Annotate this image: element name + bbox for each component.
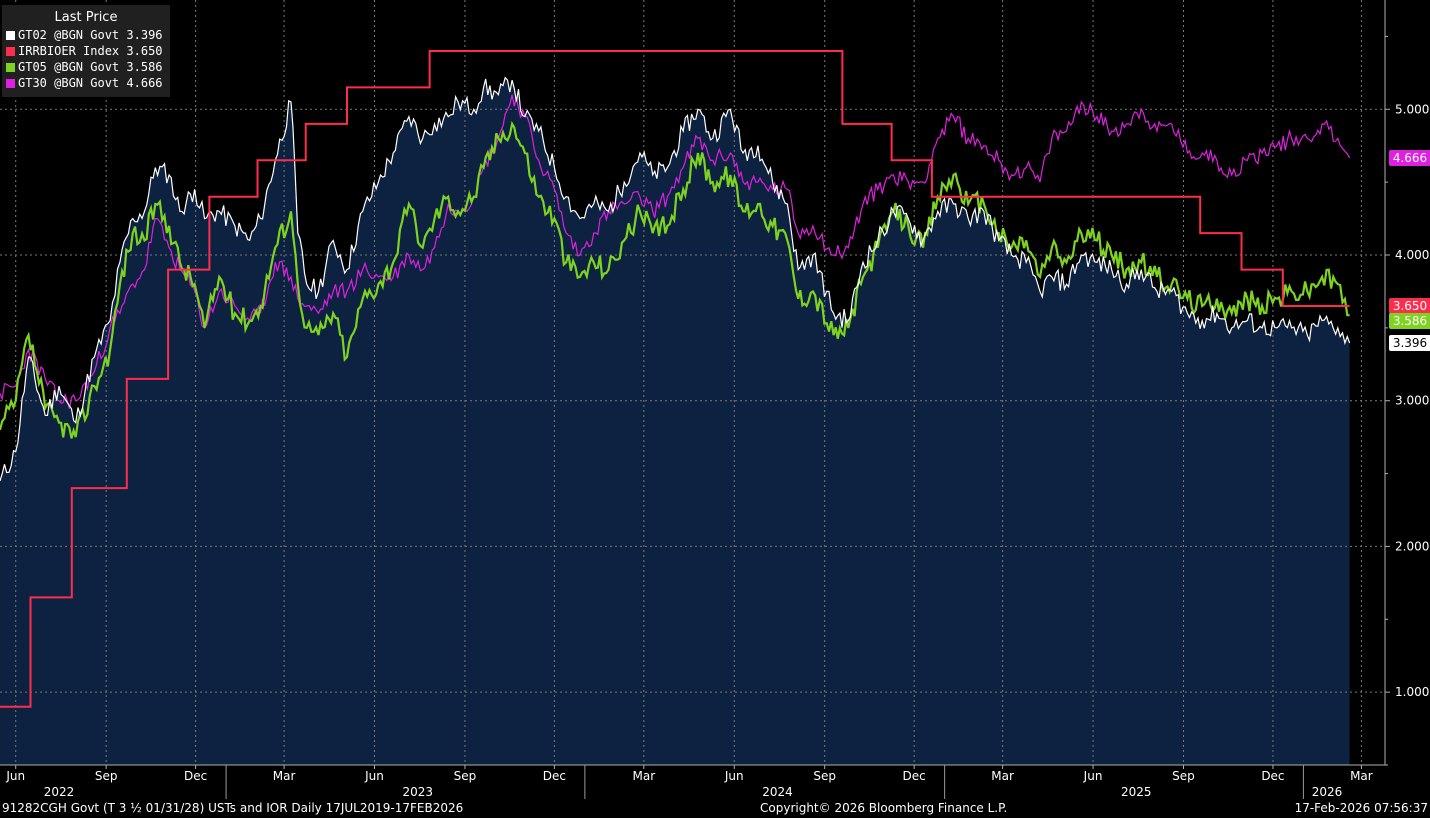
x-tick-label-6: Dec (543, 769, 566, 783)
x-tick-label-11: Mar (991, 769, 1014, 783)
x-tick-label-9: Sep (813, 769, 836, 783)
last-price-tag-label-1: 3.650 (1393, 299, 1427, 313)
x-tick-label-12: Jun (1083, 769, 1103, 783)
year-label-2: 2024 (762, 785, 793, 799)
legend-entry-irrbioer: IRRBIOER Index 3.650 (6, 43, 163, 59)
legend-entry-gt30: GT30 @BGN Govt 4.666 (6, 75, 163, 91)
y-tick-label-1: 2.000 (1395, 539, 1429, 553)
last-price-tag-3 (1389, 335, 1430, 352)
x-tick-label-7: Mar (633, 769, 656, 783)
legend-value-gt02: 3.396 (126, 28, 163, 42)
legend-swatch-gt30 (6, 79, 15, 88)
last-price-tag-1 (1389, 298, 1430, 314)
legend-label-gt30: GT30 @BGN Govt (18, 76, 120, 90)
gt02-area-fill (0, 77, 1350, 765)
last-price-tag-label-0: 4.666 (1393, 151, 1427, 165)
last-price-tag-label-3: 3.396 (1393, 336, 1427, 350)
legend-swatch-irrbioer (6, 47, 15, 56)
x-tick-label-2: Dec (184, 769, 207, 783)
gt02-line (0, 76, 1351, 482)
x-tick-label-3: Mar (273, 769, 296, 783)
year-label-3: 2025 (1121, 785, 1152, 799)
legend-value-gt30: 4.666 (126, 76, 163, 90)
year-label-4: 2026 (1312, 785, 1343, 799)
last-price-tag-2 (1389, 313, 1430, 329)
legend-entry-gt05: GT05 @BGN Govt 3.586 (6, 59, 163, 75)
legend-label-gt05: GT05 @BGN Govt (18, 60, 120, 74)
x-tick-label-10: Dec (903, 769, 926, 783)
y-tick-label-3: 4.000 (1395, 248, 1429, 262)
x-tick-label-0: Jun (5, 769, 25, 783)
gt05-line (0, 120, 1350, 439)
last-price-tag-0 (1389, 149, 1430, 166)
y-tick-label-0: 1.000 (1395, 685, 1429, 699)
legend-entry-gt02: GT02 @BGN Govt 3.396 (6, 27, 163, 43)
legend-swatch-gt02 (6, 31, 15, 40)
footer-timestamp: 17-Feb-2026 07:56:37 (1294, 801, 1428, 815)
x-tick-label-4: Jun (364, 769, 384, 783)
legend-label-gt02: GT02 @BGN Govt (18, 28, 120, 42)
legend-title: Last Price (54, 10, 118, 25)
x-tick-label-5: Sep (454, 769, 477, 783)
x-tick-label-1: Sep (95, 769, 118, 783)
legend-swatch-gt05 (6, 63, 15, 72)
y-tick-label-2: 3.000 (1395, 394, 1429, 408)
year-label-1: 2023 (402, 785, 433, 799)
footer-copyright: Copyright© 2026 Bloomberg Finance L.P. (760, 801, 1008, 815)
x-tick-label-8: Jun (724, 769, 744, 783)
legend-label-irrbioer: IRRBIOER Index (18, 44, 120, 58)
irrbioer-step-line (0, 50, 1350, 708)
x-tick-label-13: Sep (1172, 769, 1195, 783)
legend: Last Price GT02 @BGN Govt 3.396 IRRBIOER… (2, 5, 170, 97)
legend-value-irrbioer: 3.650 (126, 44, 163, 58)
footer-description: 91282CGH Govt (T 3 ½ 01/31/28) USTs and … (2, 801, 464, 815)
last-price-tag-label-2: 3.586 (1393, 314, 1427, 328)
year-label-0: 2022 (44, 785, 75, 799)
gt30-line (0, 94, 1351, 409)
x-tick-label-14: Dec (1261, 769, 1284, 783)
x-tick-label-15: Mar (1350, 769, 1373, 783)
legend-value-gt05: 3.586 (126, 60, 163, 74)
y-tick-label-4: 5.000 (1395, 102, 1429, 116)
